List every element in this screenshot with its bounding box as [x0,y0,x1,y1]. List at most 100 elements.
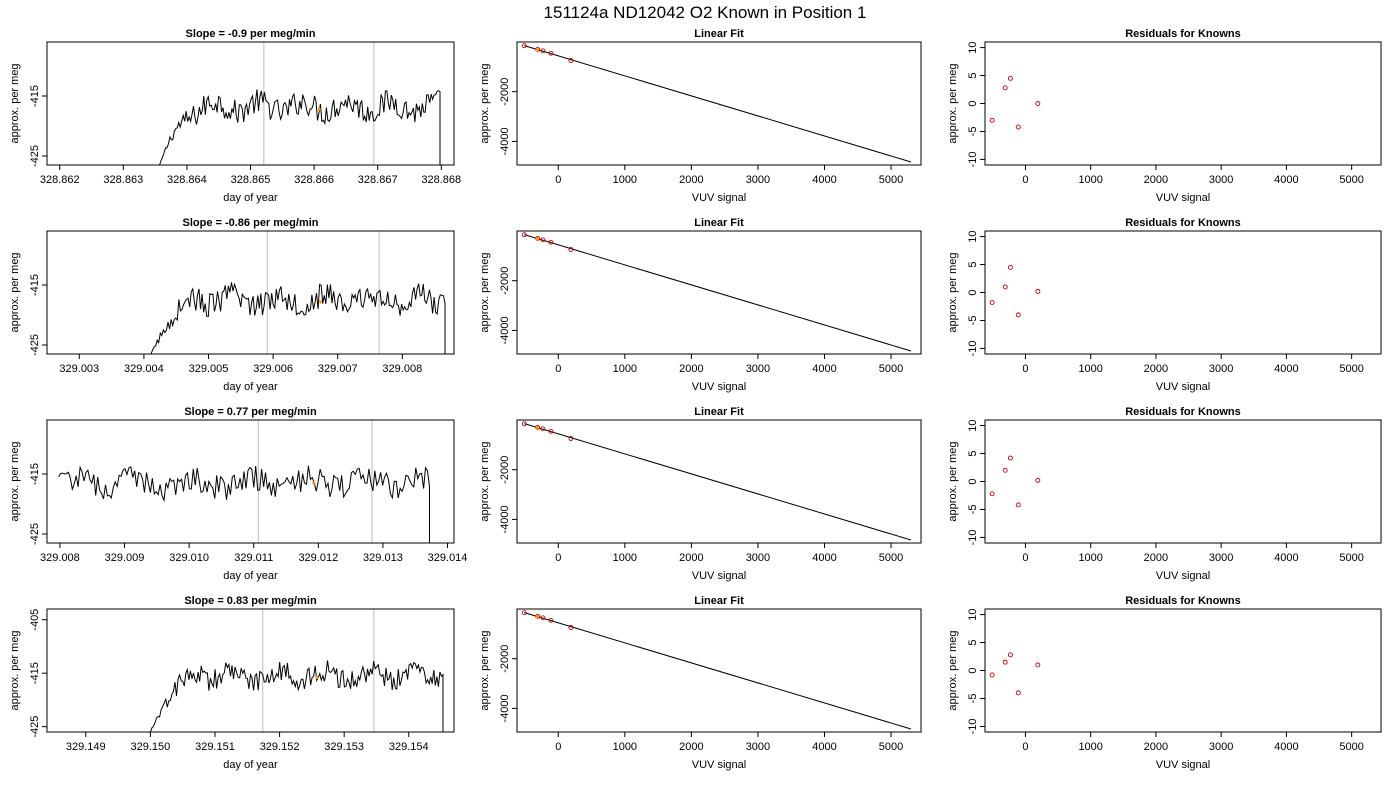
x-axis-label: VUV signal [692,759,746,771]
y-tick-label: -2000 [499,645,511,673]
x-tick-label: 0 [555,174,561,186]
x-tick-label: 2000 [679,552,703,564]
panel-title: Linear Fit [694,217,744,229]
x-tick-label: 329.008 [40,552,80,564]
y-tick-label: -5 [967,127,979,137]
data-point [989,300,995,306]
plot-area [150,231,446,354]
y-tick-label: 5 [967,261,979,267]
x-tick-label: 2000 [1144,174,1168,186]
highlight-point [535,48,539,52]
x-tick-label: 329.149 [66,741,106,753]
plot-frame [516,41,922,166]
y-tick-label: 10 [967,608,979,620]
x-tick-label: 3000 [1209,174,1233,186]
x-tick-label: 329.009 [105,552,145,564]
plot-area [989,264,1041,318]
plot-frame [516,230,922,355]
panel-title: Slope = -0.9 per meg/min [186,28,316,40]
highlight-point [312,481,316,485]
y-axis-label: approx. per meg [479,252,491,332]
x-tick-label: 5000 [879,741,903,753]
x-tick-label: 329.151 [195,741,235,753]
x-tick-label: 1000 [1078,174,1102,186]
data-point [1002,659,1008,665]
panel-title: Slope = -0.86 per meg/min [182,217,318,229]
panel-r4-c3: Residuals for Knowns 0 1000 2000 3000 4000 500… [947,595,1382,771]
y-tick-label: -415 [29,85,41,107]
data-point [1002,284,1008,290]
panel-title: Slope = 0.77 per meg/min [184,406,317,418]
panel-r1-c3: Residuals for Knowns 0 1000 2000 3000 4000 500… [947,28,1382,204]
y-axis-label: approx. per meg [947,63,959,143]
y-axis-label: approx. per meg [9,441,21,521]
x-tick-label: 3000 [746,363,770,375]
panel-title: Linear Fit [694,595,744,607]
y-tick-label: 0 [967,667,979,673]
highlight-point [535,237,539,241]
highlight-point [317,107,321,111]
y-axis-label: approx. per meg [479,630,491,710]
data-trace [150,282,446,354]
y-tick-label: 0 [967,100,979,106]
x-tick-label: 329.152 [260,741,300,753]
data-point [521,232,527,238]
data-trace [149,660,444,732]
x-axis-label: VUV signal [1156,192,1210,204]
x-tick-label: 4000 [1274,363,1298,375]
y-tick-label: 0 [967,289,979,295]
x-tick-label: 329.150 [130,741,170,753]
x-axis-label: day of year [223,570,278,582]
panel-title: Linear Fit [694,406,744,418]
y-tick-label: -425 [29,145,41,167]
panel-r2-c2: Linear Fit 0 1000 2000 3000 4000 5000 -2000 -400… [479,217,922,393]
x-tick-label: 2000 [1144,552,1168,564]
data-point [1015,124,1021,130]
plot-frame [984,419,1382,544]
y-tick-label: 10 [967,419,979,431]
plot-frame [46,230,455,355]
plot-area [521,232,912,352]
data-point [548,50,554,56]
x-tick-label: 2000 [1144,363,1168,375]
panel-r3-c1: Slope = 0.77 per meg/min 329.008 329.009 32… [9,406,467,582]
x-tick-label: 5000 [1339,363,1363,375]
x-tick-label: 3000 [1209,552,1233,564]
y-tick-label: -2000 [499,456,511,484]
x-tick-label: 0 [555,741,561,753]
x-tick-label: 329.012 [298,552,338,564]
panel-r2-c1: Slope = -0.86 per meg/min 329.003 329.004 3… [9,217,455,393]
x-tick-label: 1000 [613,363,637,375]
plot-frame [46,608,455,733]
y-tick-label: -10 [967,151,979,167]
fit-line [524,612,912,730]
panel-grid: Slope = -0.9 per meg/min 328.862 328.863 32… [9,28,1382,771]
x-tick-label: 4000 [1274,174,1298,186]
y-tick-label: -4000 [499,127,511,155]
data-point [1035,101,1041,106]
panel-r4-c2: Linear Fit 0 1000 2000 3000 4000 5000 -2000 -400… [479,595,922,771]
x-tick-label: 2000 [679,741,703,753]
x-tick-label: 1000 [1078,552,1102,564]
y-axis-label: approx. per meg [947,441,959,521]
y-tick-label: -5 [967,694,979,704]
x-tick-label: 1000 [1078,741,1102,753]
x-tick-label: 328.864 [167,174,207,186]
y-tick-label: -425 [29,523,41,545]
x-tick-label: 0 [1022,363,1028,375]
data-point [1002,467,1008,473]
data-point [1007,264,1013,270]
x-tick-label: 0 [1022,552,1028,564]
x-tick-label: 3000 [746,552,770,564]
x-tick-label: 328.865 [231,174,271,186]
plot-area [989,75,1041,130]
x-tick-label: 1000 [613,741,637,753]
y-tick-label: 0 [967,478,979,484]
y-tick-label: -415 [29,274,41,296]
x-tick-label: 328.868 [421,174,461,186]
x-tick-label: 329.007 [318,363,358,375]
panel-title: Slope = 0.83 per meg/min [184,595,317,607]
data-point [1015,502,1021,508]
data-point [989,117,995,123]
